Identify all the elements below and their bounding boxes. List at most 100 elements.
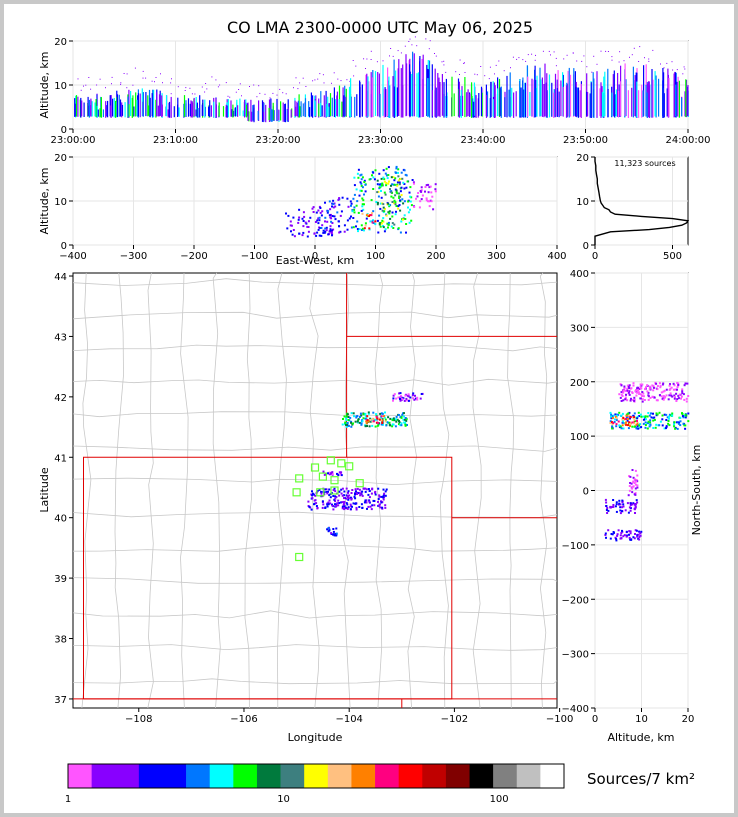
ns-source-cell (679, 420, 682, 423)
lma-station-marker (310, 463, 320, 472)
source-column (327, 96, 329, 117)
source-point (126, 87, 128, 89)
ew-source-cell (360, 178, 363, 181)
time-tick-label: 23:50:00 (563, 135, 608, 146)
source-column (385, 89, 387, 117)
ew-source-cell (338, 225, 341, 228)
ew-source-cell (333, 215, 336, 218)
ns-source-cell (634, 503, 636, 505)
lma-station-marker (318, 472, 327, 481)
source-column (252, 105, 254, 121)
map-source-cell (400, 422, 403, 425)
ns-source-cell (642, 415, 645, 418)
ew-source-cell (375, 201, 378, 203)
source-column (118, 94, 120, 117)
map-source-cell (397, 414, 400, 416)
source-point (652, 49, 654, 51)
map-source-cell (345, 502, 348, 505)
ns-source-cell (668, 394, 671, 397)
ew-source-cell (412, 181, 415, 184)
map-source-cell (380, 501, 383, 504)
ns-source-cell (615, 501, 618, 504)
source-column (486, 91, 489, 117)
map-source-cell (398, 421, 401, 424)
ns-source-cell (652, 419, 655, 422)
latitude-tick-label: 42 (54, 393, 67, 404)
ns-source-cell (635, 480, 638, 483)
source-column (201, 104, 203, 116)
map-source-cell (331, 503, 333, 506)
source-column (426, 64, 428, 116)
source-column (297, 100, 300, 117)
source-column (246, 103, 248, 117)
ew-source-cell (337, 198, 340, 201)
source-point (671, 61, 673, 63)
ns-source-cell (628, 384, 631, 387)
source-point (644, 57, 645, 59)
source-point (211, 76, 213, 78)
ns-source-cell (677, 383, 680, 386)
map-source-cell (377, 500, 379, 503)
map-source-cell (380, 412, 383, 415)
ns-source-cell (625, 423, 627, 426)
source-column (280, 101, 282, 121)
source-point (464, 72, 466, 73)
ew-source-cell (385, 182, 388, 184)
ew-source-cell (347, 205, 350, 208)
map-source-cell (348, 494, 351, 497)
ns-source-cell (633, 416, 636, 419)
source-column (677, 76, 679, 117)
ns-source-cell (632, 485, 635, 488)
ew-source-cell (371, 174, 373, 177)
source-column (96, 105, 98, 118)
ns-source-cell (642, 418, 645, 421)
map-source-cell (333, 487, 336, 490)
ns-source-cell (632, 502, 635, 505)
ns-source-cell (644, 416, 647, 418)
ew-source-cell (424, 186, 427, 188)
map-source-cell (384, 411, 386, 414)
map-source-cell (344, 421, 347, 424)
source-point (404, 45, 406, 47)
ns-source-cell (630, 387, 633, 390)
ns-source-cell (653, 416, 656, 419)
ns-source-cell (628, 536, 631, 539)
ew-source-cell (390, 184, 392, 187)
map-source-cell (414, 394, 416, 397)
map-source-cell (378, 494, 381, 497)
source-column (567, 70, 569, 117)
ew-source-cell (390, 225, 393, 228)
source-column (592, 72, 594, 118)
time-tick-label: 23:40:00 (461, 135, 506, 146)
ns-source-cell (649, 396, 652, 399)
colorbar-swatch (398, 764, 423, 788)
ew-source-cell (377, 195, 380, 198)
lma-station-marker (295, 552, 304, 562)
map-source-cell (322, 470, 325, 473)
ns-source-cell (629, 504, 632, 507)
ew-source-cell (301, 217, 304, 220)
ns-source-cell (617, 420, 620, 423)
map-source-cell (397, 396, 400, 399)
ew-source-cell (319, 211, 322, 214)
ew-source-cell (421, 194, 424, 197)
source-point (639, 46, 641, 48)
map-source-cell (356, 487, 359, 490)
ew-source-cell (403, 187, 406, 190)
map-source-cell (328, 529, 331, 532)
source-column (638, 90, 640, 118)
ew-source-cell (339, 230, 342, 233)
ns-source-cell (673, 395, 676, 398)
source-point (623, 60, 625, 62)
ew-source-cell (376, 201, 379, 204)
source-column (131, 97, 133, 118)
map-source-cell (308, 505, 311, 508)
map-source-cell (313, 502, 316, 505)
map-source-cell (404, 394, 407, 397)
source-column (460, 89, 462, 118)
map-source-cell (354, 502, 357, 505)
ns-source-cell (653, 396, 656, 399)
ew-tick-label: −400 (59, 251, 86, 262)
ns-source-cell (676, 382, 679, 384)
source-column (187, 98, 190, 117)
